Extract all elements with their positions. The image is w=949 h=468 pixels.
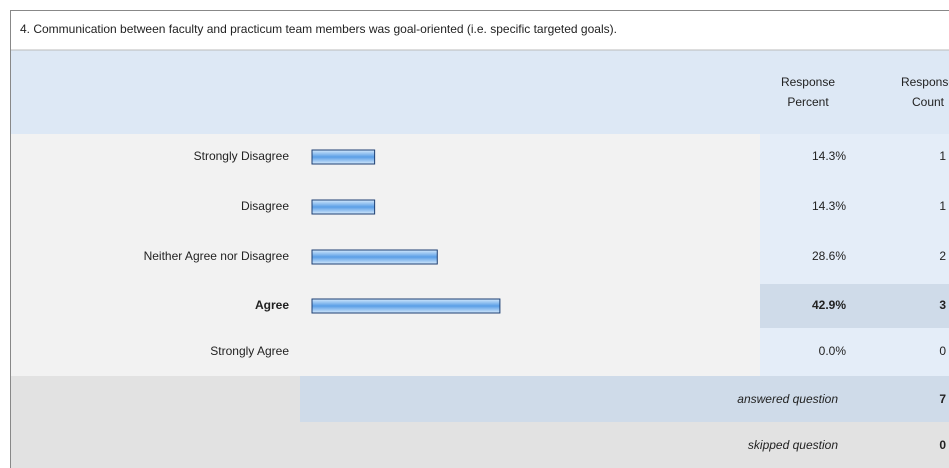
answered-label: answered question <box>737 392 838 406</box>
column-header: Response <box>781 75 835 89</box>
column-header: Percent <box>787 95 829 109</box>
column-header: Response <box>901 75 949 89</box>
skipped-label: skipped question <box>748 438 838 452</box>
category-label: Neither Agree nor Disagree <box>144 249 290 263</box>
bar <box>311 199 376 215</box>
count-label: 3 <box>939 298 946 312</box>
percent-label: 14.3% <box>812 149 846 163</box>
count-label: 1 <box>939 149 946 163</box>
skipped-count: 0 <box>939 438 946 452</box>
count-label: 1 <box>939 199 946 213</box>
category-label: Strongly Agree <box>210 344 289 358</box>
answered-row <box>300 376 949 422</box>
bar <box>311 298 501 314</box>
category-label: Agree <box>255 298 289 312</box>
category-label: Disagree <box>241 199 289 213</box>
value-columns <box>760 134 949 376</box>
answered-count: 7 <box>939 392 946 406</box>
percent-label: 42.9% <box>812 298 846 312</box>
column-header: Count <box>912 95 945 109</box>
category-label: Strongly Disagree <box>194 149 290 163</box>
percent-label: 14.3% <box>812 199 846 213</box>
bar <box>311 149 376 165</box>
header-row <box>11 50 949 134</box>
count-label: 0 <box>939 344 946 358</box>
percent-label: 28.6% <box>812 249 846 263</box>
question-title: 4. Communication between faculty and pra… <box>20 22 617 36</box>
bar <box>311 249 438 265</box>
count-label: 2 <box>939 249 946 263</box>
highlight <box>760 284 949 328</box>
percent-label: 0.0% <box>819 344 847 358</box>
